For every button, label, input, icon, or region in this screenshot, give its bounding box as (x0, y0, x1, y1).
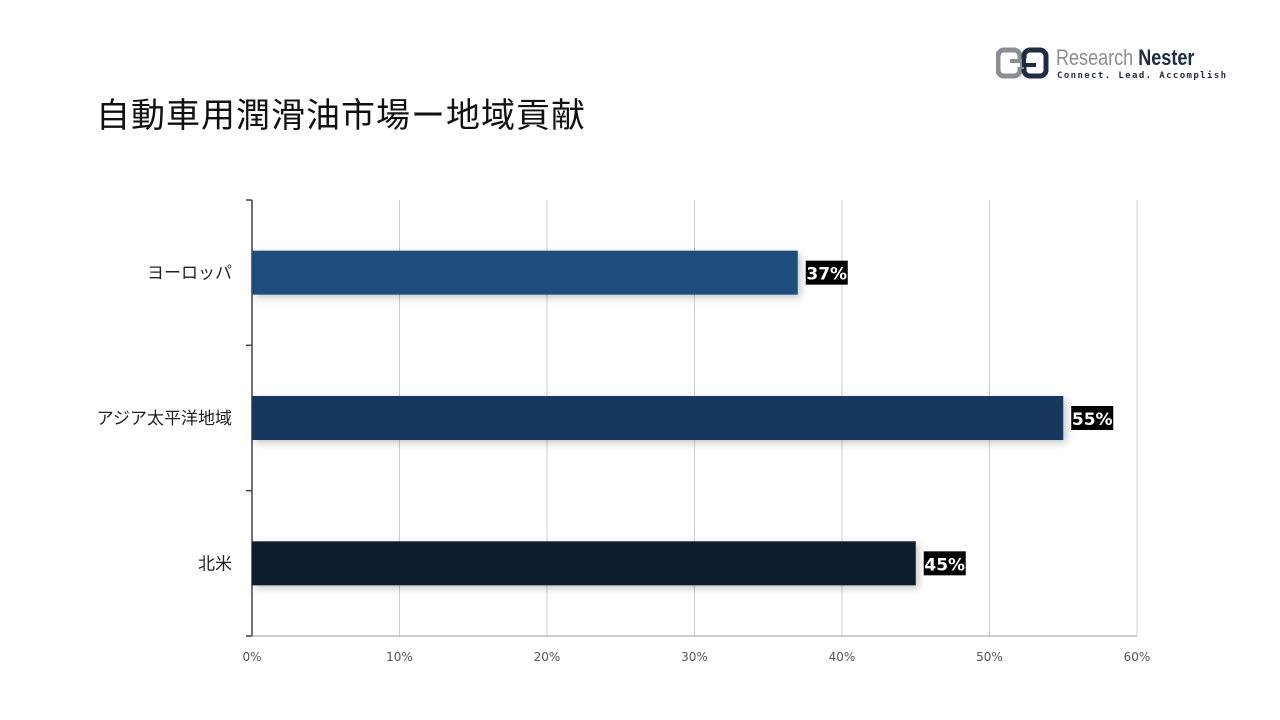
value-label-box (923, 551, 966, 576)
x-tick-label: 50% (976, 650, 1003, 664)
value-label: 37% (806, 265, 847, 285)
logo-name-part2: Nester (1138, 45, 1195, 70)
bar (252, 250, 798, 295)
value-label: 45% (924, 555, 965, 575)
x-tick-label: 40% (829, 650, 856, 664)
logo-name-part1: Research (1056, 45, 1134, 70)
category-label: 北米 (198, 554, 232, 574)
chart-title: 自動車用潤滑油市場ー地域貢献 (96, 96, 586, 136)
category-label: アジア太平洋地域 (97, 409, 232, 429)
x-tick-label: 60% (1124, 650, 1151, 664)
value-label: 55% (1072, 410, 1113, 430)
logo-mark-icon (996, 47, 1049, 79)
research-nester-logo: Research Nester Connect. Lead. Accomplis… (996, 45, 1226, 85)
x-tick-label: 10% (386, 650, 413, 664)
bar (252, 541, 916, 586)
logo-name: Research Nester (1056, 45, 1194, 71)
value-label-box (805, 260, 848, 285)
bar (252, 396, 1064, 440)
x-tick-label: 0% (242, 650, 261, 664)
value-label-box (1071, 406, 1114, 430)
x-tick-label: 20% (534, 650, 561, 664)
x-tick-label: 30% (681, 650, 708, 664)
category-label: ヨーロッパ (147, 264, 232, 284)
logo-tagline: Connect. Lead. Accomplish (1057, 71, 1228, 81)
